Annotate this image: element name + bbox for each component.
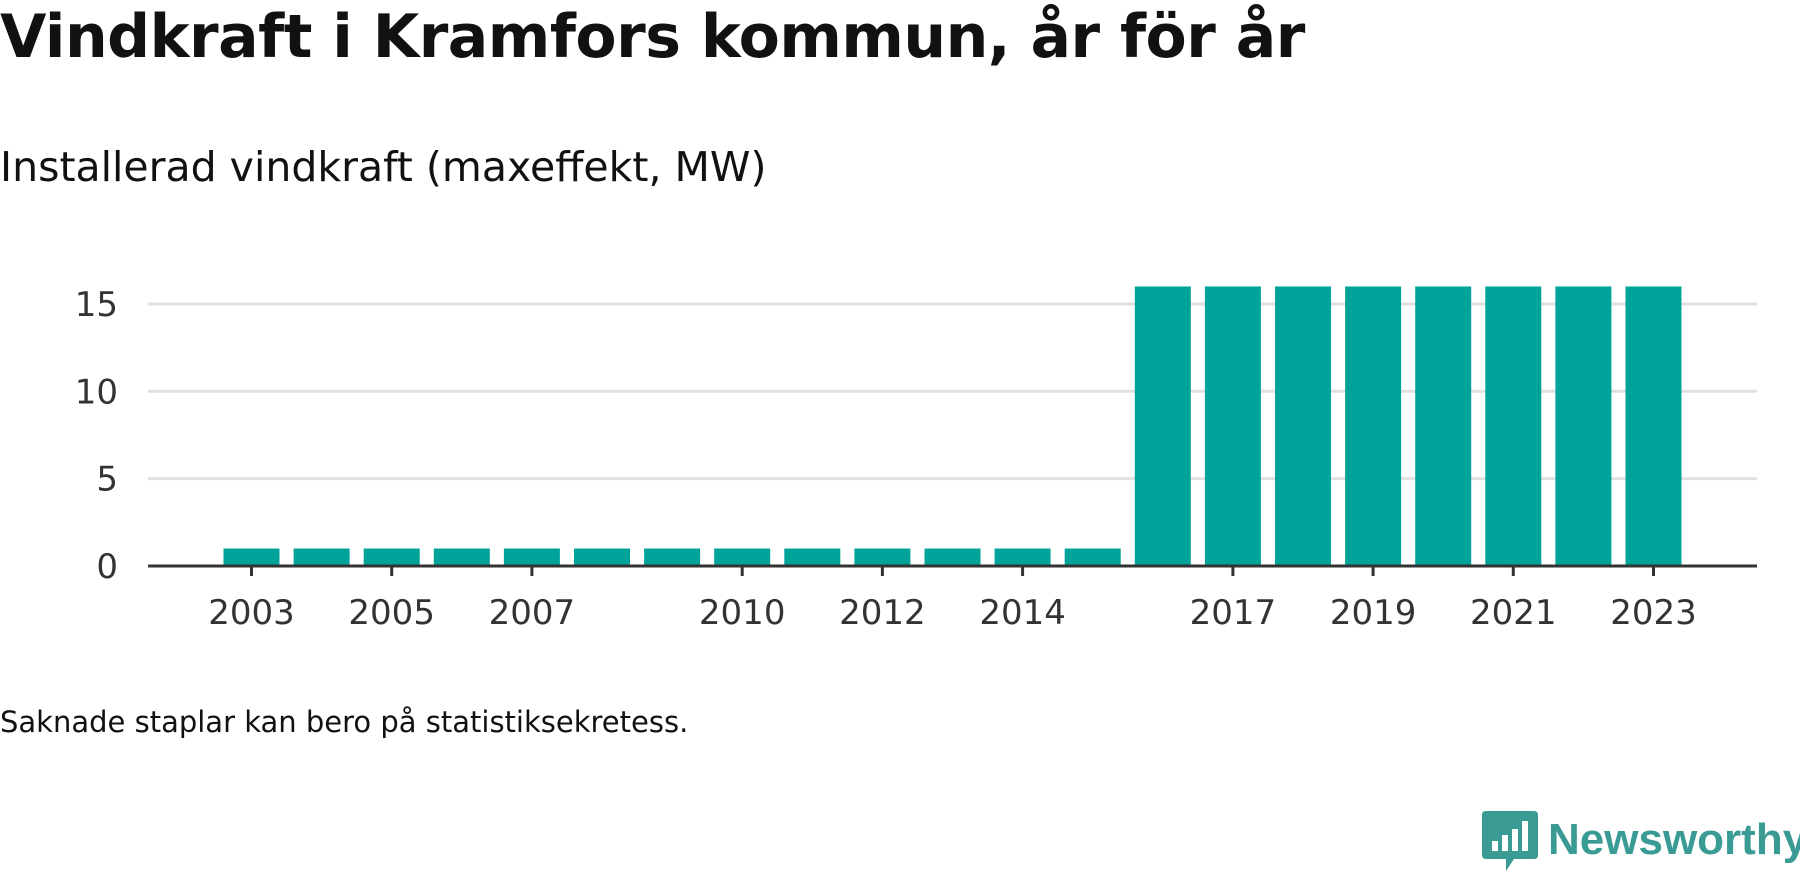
x-tick-label: 2019 — [1330, 593, 1417, 633]
chart-subtitle: Installerad vindkraft (maxeffekt, MW) — [0, 143, 767, 191]
x-tick-label: 2014 — [979, 593, 1066, 633]
x-tick-label: 2003 — [208, 593, 295, 633]
bar-2022 — [1555, 286, 1612, 566]
bars — [223, 286, 1682, 566]
bar-2008 — [574, 548, 630, 566]
y-axis-labels: 0 5 10 15 — [75, 285, 118, 587]
bar-2018 — [1275, 286, 1331, 566]
bar-2005 — [363, 548, 420, 566]
bar-2015 — [1064, 548, 1121, 566]
x-tick-label: 2021 — [1470, 593, 1557, 633]
brand-logo: Newsworthy — [1474, 809, 1800, 879]
x-tick-label: 2023 — [1610, 593, 1697, 633]
bar-2003 — [223, 548, 280, 566]
bar-2006 — [433, 548, 490, 566]
bar-2016 — [1134, 286, 1191, 566]
x-tick-label: 2010 — [699, 593, 786, 633]
bar-2019 — [1345, 286, 1402, 566]
bar-2013 — [924, 548, 981, 566]
x-axis — [148, 564, 1757, 576]
bar-2010 — [714, 548, 771, 566]
bar-2009 — [644, 548, 701, 566]
chart-title: Vindkraft i Kramfors kommun, år för år — [0, 2, 1305, 72]
y-tick-label: 0 — [96, 547, 118, 587]
bar-2007 — [503, 548, 560, 566]
bar-2012 — [854, 548, 911, 566]
brand-name: Newsworthy — [1548, 815, 1800, 864]
bar-2017 — [1204, 286, 1261, 566]
x-axis-labels: 2003 2005 2007 2010 2012 2014 2017 2019 2021 2023 — [208, 593, 1697, 633]
bar-chart-speech-bubble-icon — [1482, 811, 1538, 871]
footnote: Saknade staplar kan bero på statistiksek… — [0, 705, 689, 739]
bar-2014 — [994, 548, 1051, 566]
bar-2023 — [1625, 286, 1682, 566]
y-tick-label: 5 — [96, 460, 118, 500]
bar-2011 — [784, 548, 841, 566]
bar-2004 — [293, 548, 350, 566]
x-tick-label: 2005 — [348, 593, 435, 633]
y-tick-label: 15 — [75, 285, 118, 325]
bar-2021 — [1485, 286, 1542, 566]
y-tick-label: 10 — [75, 372, 118, 412]
x-tick-label: 2017 — [1190, 593, 1277, 633]
x-tick-label: 2007 — [489, 593, 576, 633]
x-tick-label: 2012 — [839, 593, 926, 633]
bar-2020 — [1415, 286, 1472, 566]
